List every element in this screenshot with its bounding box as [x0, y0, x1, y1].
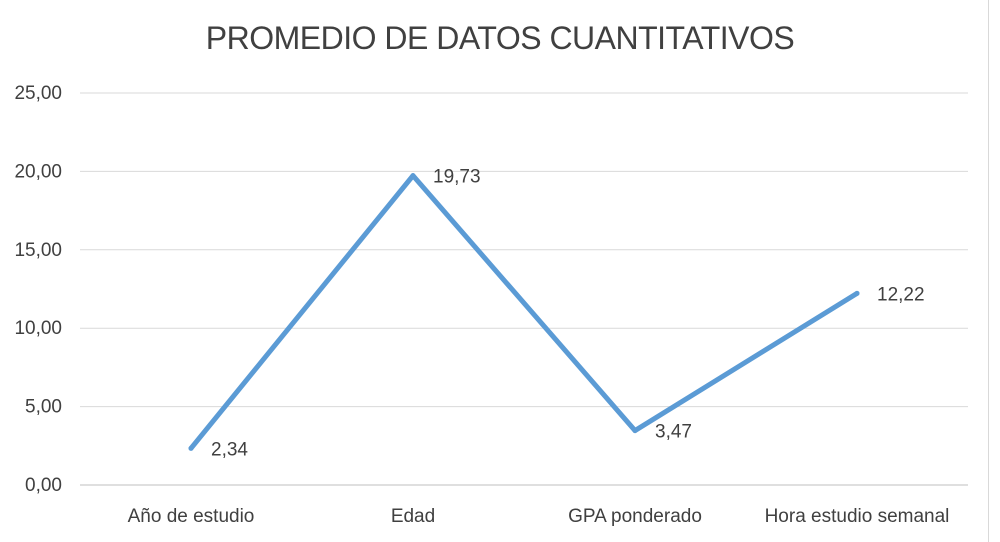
data-point — [854, 290, 860, 296]
x-tick-label: Edad — [391, 506, 435, 527]
chart-title: PROMEDIO DE DATOS CUANTITATIVOS — [205, 20, 795, 56]
series-line — [188, 173, 860, 451]
y-tick-label: 0,00 — [25, 475, 62, 496]
y-tick-label: 20,00 — [14, 161, 62, 182]
data-label: 19,73 — [433, 167, 481, 188]
y-tick-label: 5,00 — [25, 397, 62, 418]
data-label: 2,34 — [211, 439, 248, 460]
chart-right-border — [988, 0, 989, 542]
x-tick-label: GPA ponderado — [568, 506, 702, 527]
data-label: 12,22 — [877, 284, 925, 305]
y-tick-label: 15,00 — [14, 240, 62, 261]
data-point — [410, 173, 416, 179]
y-tick-label: 10,00 — [14, 318, 62, 339]
data-point — [188, 445, 194, 451]
y-tick-label: 25,00 — [14, 83, 62, 104]
x-tick-label: Hora estudio semanal — [765, 506, 950, 527]
data-label: 3,47 — [655, 422, 692, 443]
data-point — [632, 428, 638, 434]
x-tick-label: Año de estudio — [128, 506, 255, 527]
